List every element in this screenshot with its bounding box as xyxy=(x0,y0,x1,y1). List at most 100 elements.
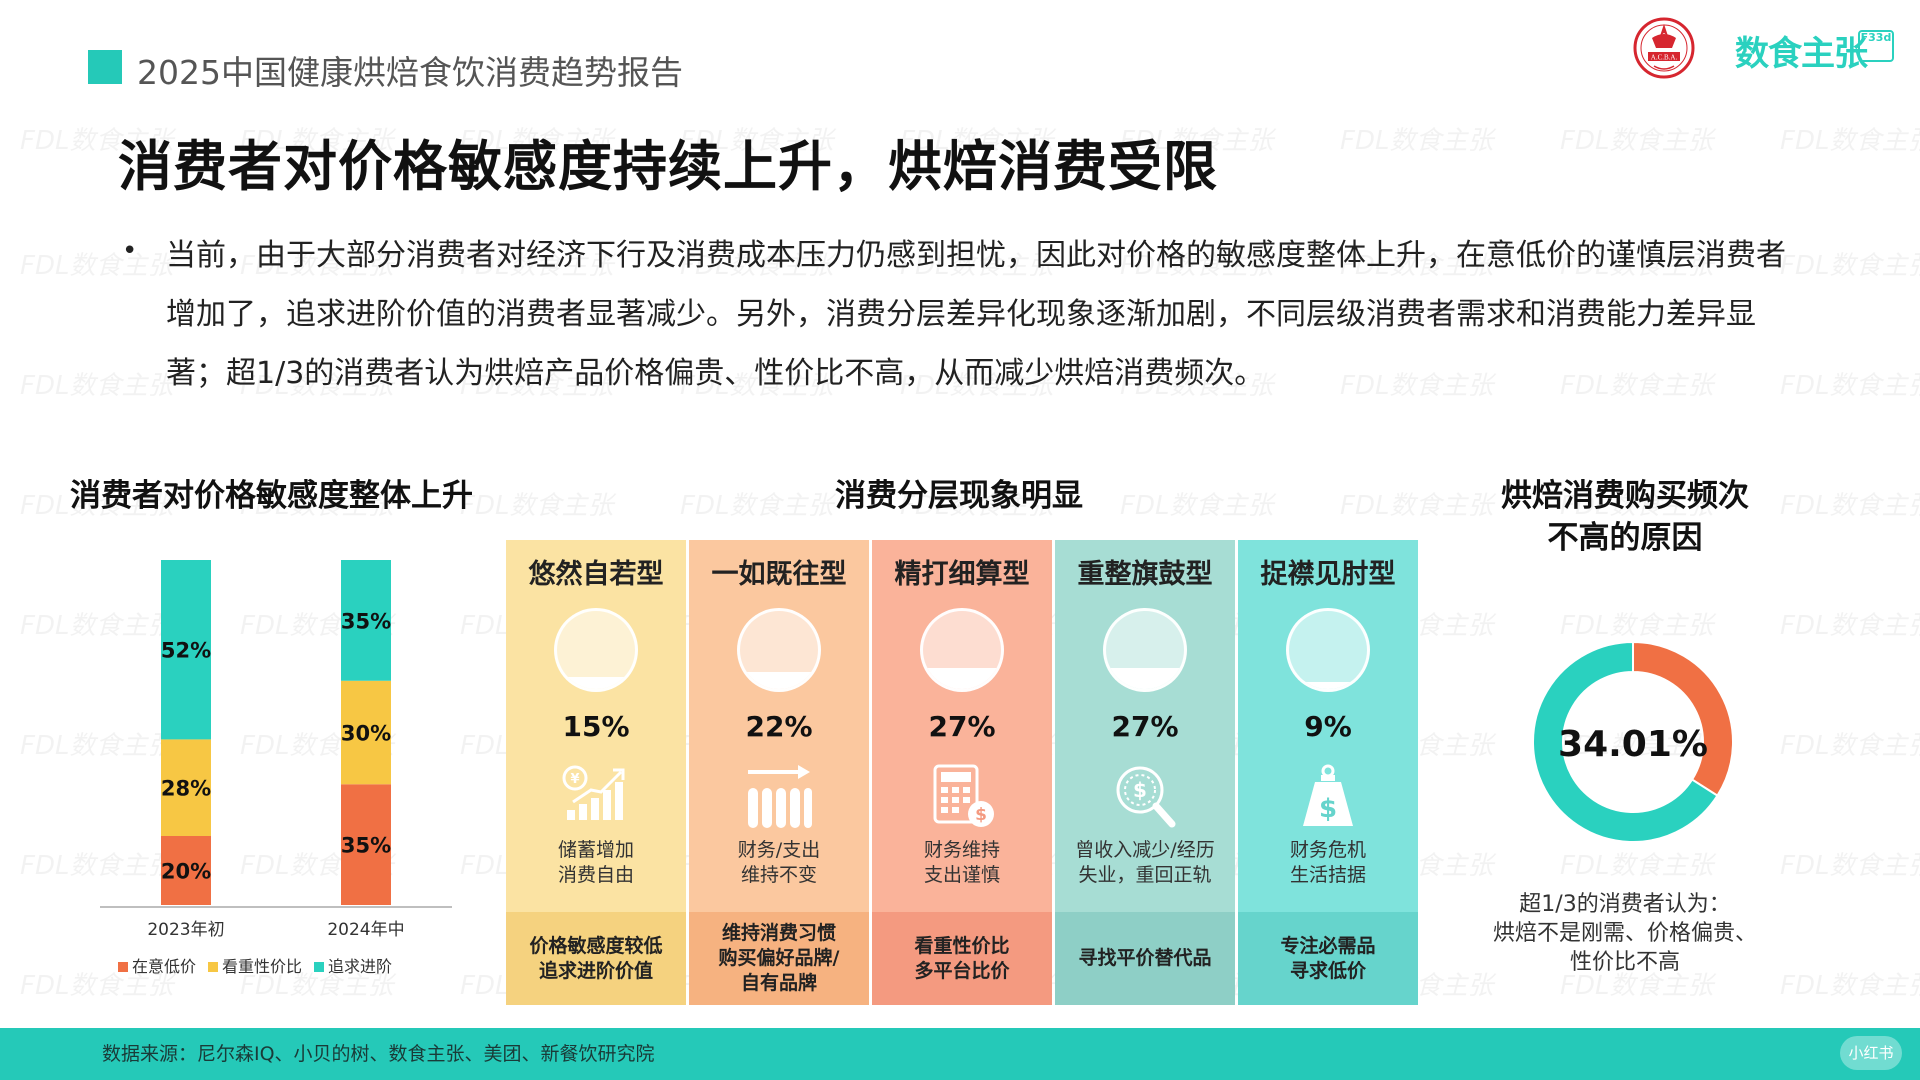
svg-text:$: $ xyxy=(1319,794,1337,824)
bar-value-label: 28% xyxy=(161,777,211,801)
segment-column: 悠然自若型 15% ¥ 储蓄增加 消费自由价格敏感度较低 追求进阶价值 xyxy=(506,540,686,1005)
bar-value-label: 30% xyxy=(341,722,391,746)
segment-behavior: 维持消费习惯 购买偏好品牌/自有品牌 xyxy=(689,912,869,1005)
segment-share-fill xyxy=(740,671,818,689)
segment-behavior: 价格敏感度较低 追求进阶价值 xyxy=(506,912,686,1005)
segment-share-fill xyxy=(557,677,635,689)
segment-percent: 22% xyxy=(745,710,813,743)
segment-description: 财务/支出 维持不变 xyxy=(737,839,821,886)
segment-behavior: 专注必需品 寻求低价 xyxy=(1238,912,1418,1005)
brand-logo-box: F33d xyxy=(1858,30,1894,62)
bar-segment xyxy=(341,680,391,785)
segment-column: 重整旗鼓型 27% $ 曾收入减少/经历 失业，重回正轨寻找平价替代品 xyxy=(1055,540,1235,1005)
watermark-text: FDL数食主张 xyxy=(20,251,174,281)
bar-value-label: 35% xyxy=(341,609,391,633)
segment-share-circle xyxy=(1286,608,1370,692)
summary-paragraph: 当前，由于大部分消费者对经济下行及消费成本压力仍感到担忧，因此对价格的敏感度整体… xyxy=(166,238,1786,391)
segment-share-fill xyxy=(923,667,1001,689)
right-section-title-line2: 不高的原因 xyxy=(1547,520,1703,556)
bar-segment xyxy=(161,560,211,740)
segment-description: 财务危机 生活拮据 xyxy=(1289,839,1366,886)
watermark-text: FDL数食主张 xyxy=(1780,971,1920,1001)
page-title: 消费者对价格敏感度持续上升，烘焙消费受限 xyxy=(118,135,1218,198)
segment-percent: 15% xyxy=(562,710,630,743)
donut-center-label: 34.01% xyxy=(1558,724,1708,765)
calculator-icon: $ xyxy=(927,762,997,832)
segment-percent: 27% xyxy=(1111,710,1179,743)
segment-share-circle xyxy=(920,608,1004,692)
segment-share-circle xyxy=(554,608,638,692)
bar-segment xyxy=(341,560,391,681)
segment-behavior: 寻找平价替代品 xyxy=(1055,912,1235,1005)
watermark-text: FDL数食主张 xyxy=(1120,491,1274,521)
legend-swatch xyxy=(118,962,128,972)
watermark-text: FDL数食主张 xyxy=(460,491,614,521)
watermark-text: FDL数食主张 xyxy=(1780,851,1920,881)
bullet-icon: • xyxy=(122,236,138,266)
bar-value-label: 35% xyxy=(341,834,391,858)
dollar-search-icon: $ xyxy=(1110,762,1180,832)
segment-description: 储蓄增加 消费自由 xyxy=(557,839,634,886)
watermark-text: FDL数食主张 xyxy=(1780,126,1920,156)
svg-text:¥: ¥ xyxy=(570,772,579,787)
legend-label: 追求进阶 xyxy=(328,957,392,976)
segment-description: 曾收入减少/经历 失业，重回正轨 xyxy=(1075,839,1215,886)
bar-segment xyxy=(161,739,211,836)
left-section-title: 消费者对价格敏感度整体上升 xyxy=(70,478,473,514)
segment-name: 悠然自若型 xyxy=(528,559,664,590)
bar-value-label: 20% xyxy=(161,860,211,884)
segment-column: 精打细算型 27% $ 财务维持 支出谨慎看重性价比 多平台比价 xyxy=(872,540,1052,1005)
watermark-text: FDL数食主张 xyxy=(1560,126,1714,156)
x-tick-label: 2024年中 xyxy=(327,920,404,940)
svg-text:$: $ xyxy=(975,805,987,825)
bar-value-label: 52% xyxy=(161,639,211,663)
bar-segment xyxy=(161,836,211,905)
donut-slice xyxy=(1532,640,1719,843)
bake-frequency-donut-chart xyxy=(1532,640,1734,843)
association-seal-logo: A.C.B.A. xyxy=(1633,17,1695,79)
footer-bar xyxy=(0,1028,1920,1080)
legend-swatch xyxy=(208,962,218,972)
watermark-text: FDL数食主张 xyxy=(680,491,834,521)
legend-label: 在意低价 xyxy=(132,957,196,976)
legend-swatch xyxy=(314,962,324,972)
watermark-text: FDL数食主张 xyxy=(1780,491,1920,521)
donut-slice xyxy=(1632,640,1734,798)
legend-label: 看重性价比 xyxy=(222,957,302,976)
svg-text:$: $ xyxy=(1133,778,1147,802)
segment-behavior: 看重性价比 多平台比价 xyxy=(872,912,1052,1005)
segment-share-fill xyxy=(1289,681,1367,689)
segment-column: 捉襟见肘型 9% $ 财务危机 生活拮据专注必需品 寻求低价 xyxy=(1238,540,1418,1005)
watermark-text: FDL数食主张 xyxy=(20,371,174,401)
dollar-weight-icon: $ xyxy=(1293,762,1363,832)
footer-source: 数据来源：尼尔森IQ、小贝的树、数食主张、美团、新餐饮研究院 xyxy=(102,1043,655,1065)
watermark-text: FDL数食主张 xyxy=(1340,126,1494,156)
right-section-title-line1: 烘焙消费购买频次 xyxy=(1501,478,1749,514)
segment-share-circle xyxy=(737,608,821,692)
segment-name: 一如既往型 xyxy=(711,559,847,590)
bar-segment xyxy=(341,784,391,905)
savings-growth-icon: ¥ xyxy=(561,762,631,832)
donut-note: 超1/3的消费者认为： 烘焙不是刚需、价格偏贵、 性价比不高 xyxy=(1460,890,1790,977)
segment-share-fill xyxy=(1106,667,1184,689)
svg-text:A.C.B.A.: A.C.B.A. xyxy=(1651,54,1678,62)
segment-percent: 9% xyxy=(1304,710,1352,743)
watermark-text: FDL数食主张 xyxy=(1780,731,1920,761)
brand-logo-text: 数食主张 xyxy=(1735,34,1868,74)
platform-badge: 小红书 xyxy=(1840,1036,1902,1070)
segment-name: 重整旗鼓型 xyxy=(1077,559,1213,590)
segment-name: 捉襟见肘型 xyxy=(1260,559,1396,590)
segment-name: 精打细算型 xyxy=(894,559,1030,590)
middle-section-title: 消费分层现象明显 xyxy=(835,478,1083,514)
donut-note-text: 超1/3的消费者认为： 烘焙不是刚需、价格偏贵、 性价比不高 xyxy=(1492,892,1757,975)
segment-column: 一如既往型 22% 财务/支出 维持不变维持消费习惯 购买偏好品牌/自有品牌 xyxy=(689,540,869,1005)
watermark-text: FDL数食主张 xyxy=(1780,611,1920,641)
segment-description: 财务维持 支出谨慎 xyxy=(923,839,1000,886)
stable-bars-icon xyxy=(744,762,814,832)
x-tick-label: 2023年初 xyxy=(147,920,224,940)
header-accent-square xyxy=(88,50,122,84)
segment-percent: 27% xyxy=(928,710,996,743)
report-title: 2025中国健康烘焙食饮消费趋势报告 xyxy=(137,53,683,92)
segment-share-circle xyxy=(1103,608,1187,692)
